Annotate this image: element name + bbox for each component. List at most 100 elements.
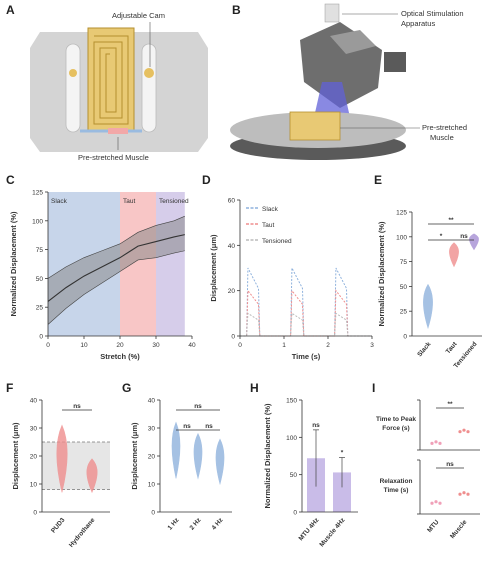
d-series-tensioned xyxy=(240,312,372,337)
left-post-screw xyxy=(69,69,77,77)
f-y-label: Displacement (μm) xyxy=(11,422,20,490)
muscle-marker xyxy=(108,128,128,134)
callout-pre-stretched-b: Pre-stretched xyxy=(422,123,467,132)
i-point xyxy=(430,501,434,505)
i-point xyxy=(458,430,462,434)
i-point xyxy=(438,441,442,445)
panel-label-d: D xyxy=(202,173,211,187)
panel-label-i: I xyxy=(372,381,375,395)
h-bar-1 xyxy=(333,472,351,512)
c-y-tick-label: 125 xyxy=(32,190,43,197)
i-point xyxy=(466,492,470,496)
d-y-axis: 0 20 40 60 Displacement (μm) xyxy=(209,198,241,341)
d-y-label: Displacement (μm) xyxy=(209,234,218,302)
e-sig-label: * xyxy=(440,233,443,240)
spring-coil xyxy=(93,35,129,125)
chart-d: Slack Taut Tensioned 0 1 2 3 Time (s) xyxy=(238,206,374,361)
g-x-label-1hz: 1 Hz xyxy=(167,516,181,531)
i-y-label-0: Time to Peak xyxy=(376,416,416,423)
e-y-label: Normalized Displacement (%) xyxy=(377,221,386,327)
i-point xyxy=(466,430,470,434)
e-y-tick-label: 50 xyxy=(400,284,408,291)
panel-label-e: E xyxy=(374,173,382,187)
g-violin-1hz xyxy=(171,421,181,479)
c-y-tick-label: 25 xyxy=(36,305,44,312)
d-series-taut xyxy=(240,289,372,337)
c-y-tick-label: 75 xyxy=(36,247,44,254)
panel-label-c: C xyxy=(6,173,15,187)
c-lower-line xyxy=(47,250,185,325)
i-point xyxy=(434,440,438,444)
d-x-tick-label: 0 xyxy=(238,342,242,349)
adjustable-cam xyxy=(144,68,154,78)
i-y-label2-0: Force (s) xyxy=(382,425,409,432)
f-y-tick-label: 40 xyxy=(30,398,38,405)
h-x-label-1: Muscle 4Hz xyxy=(318,516,347,548)
d-x-tick-label: 1 xyxy=(282,342,286,349)
c-x-tick-label: 20 xyxy=(116,342,124,349)
device-on-stage xyxy=(289,111,341,141)
i-point xyxy=(438,501,442,505)
apparatus-top xyxy=(324,3,340,23)
apparatus-highlight xyxy=(330,30,376,54)
c-upper-line xyxy=(47,215,185,279)
chart-h: ns MTU 4Hz * Muscle 4Hz xyxy=(298,422,358,548)
e-y-axis: 0 25 50 75 100 125 Normalized Displacement (%) xyxy=(377,210,413,341)
h-y-axis: 0 50 100 150 Normalized Displacement (%) xyxy=(263,398,303,517)
g-y-axis: 0 10 20 30 40 Displacement (μm) xyxy=(130,398,161,517)
right-post xyxy=(141,43,157,133)
e-y-tick-label: 125 xyxy=(396,210,407,217)
g-violin-2hz xyxy=(193,432,203,480)
callout-adjustable-cam: Adjustable Cam xyxy=(112,11,165,20)
panel-label-a: A xyxy=(6,3,15,17)
f-sig-label: ns xyxy=(73,403,81,410)
c-x-tick-label: 0 xyxy=(46,342,50,349)
h-y-tick-label: 0 xyxy=(293,510,297,517)
c-y-tick-label: 100 xyxy=(32,218,43,225)
chart-c: Slack Taut Tensioned 0 10 20 30 40 Stretch (%) xyxy=(46,192,196,361)
d-legend-slack: Slack xyxy=(262,206,279,213)
e-sig-label: ns xyxy=(460,233,468,240)
left-post xyxy=(65,43,81,133)
panel-label-g: G xyxy=(122,381,131,395)
g-y-tick-label: 30 xyxy=(148,426,156,433)
i-y-label-1: Relaxation xyxy=(380,478,413,485)
chart-f: PUD3 Hydrothane ns xyxy=(42,403,110,549)
d-x-tick-label: 2 xyxy=(326,342,330,349)
region-tensioned xyxy=(156,192,185,336)
i-point xyxy=(430,441,434,445)
i-x-label-muscle: Muscle xyxy=(449,518,469,540)
d-x-label: Time (s) xyxy=(292,352,321,361)
g-x-label-2hz: 2 Hz xyxy=(189,516,203,531)
panel-label-h: H xyxy=(250,381,259,395)
i-point xyxy=(434,500,438,504)
f-x-label-hydrothane: Hydrothane xyxy=(68,516,97,548)
d-legend-taut: Taut xyxy=(262,222,274,229)
c-x-tick-label: 40 xyxy=(188,342,196,349)
g-x-label-4hz: 4 Hz xyxy=(211,516,225,531)
i-x-label-mtu: MTU xyxy=(426,519,441,535)
callout-pre-stretched-muscle: Pre-stretched Muscle xyxy=(78,153,149,162)
region-label-tensioned: Tensioned xyxy=(159,198,189,205)
f-reference-band xyxy=(42,442,110,490)
f-y-tick-label: 20 xyxy=(30,454,38,461)
e-y-tick-label: 75 xyxy=(400,259,408,266)
h-x-label-0: MTU 4Hz xyxy=(298,516,321,542)
i-sig-label: ns xyxy=(446,461,454,468)
f-y-tick-label: 10 xyxy=(30,482,38,489)
apparatus-side-block xyxy=(384,52,406,72)
e-y-tick-label: 100 xyxy=(396,234,407,241)
i-sig-label: ** xyxy=(447,401,453,408)
c-x-label: Stretch (%) xyxy=(100,352,140,361)
c-x-tick-label: 30 xyxy=(152,342,160,349)
f-violin-pud3 xyxy=(56,424,68,493)
c-y-label: Normalized Displacement (%) xyxy=(9,211,18,317)
h-y-label: Normalized Displacement (%) xyxy=(263,403,272,509)
g-y-label: Displacement (μm) xyxy=(130,422,139,490)
e-y-tick-label: 25 xyxy=(400,309,408,316)
i-subplot-1: Relaxation Time (s) ns xyxy=(380,459,480,515)
d-y-tick-label: 20 xyxy=(228,288,236,295)
f-y-tick-label: 30 xyxy=(30,426,38,433)
